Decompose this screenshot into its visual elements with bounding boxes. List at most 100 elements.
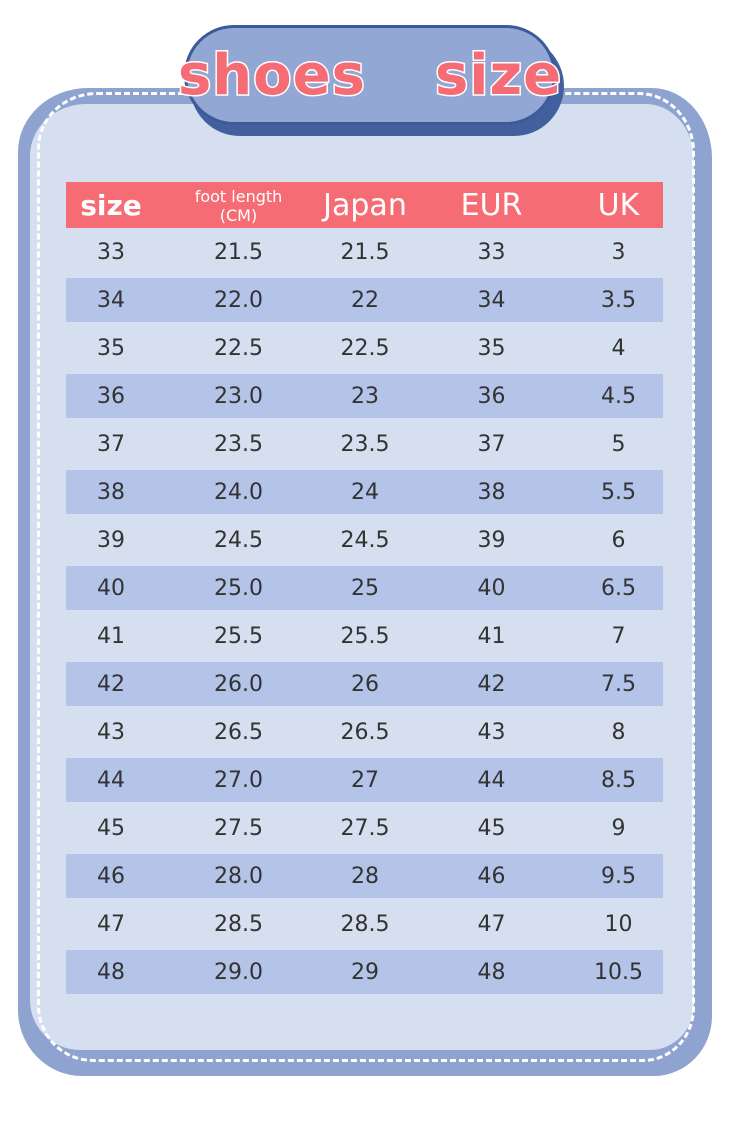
cell-foot-length: 28.5 xyxy=(214,911,263,937)
cell-eur: 48 xyxy=(477,959,506,985)
cell-uk: 6.5 xyxy=(601,575,636,601)
cell-foot-length: 25.5 xyxy=(214,623,263,649)
table-row: 34 22.0 22 34 3.5 xyxy=(66,278,663,322)
cell-foot-length: 29.0 xyxy=(214,959,263,985)
header-foot-length-label: foot length xyxy=(194,187,283,206)
cell-size: 48 xyxy=(97,959,125,985)
table-row: 35 22.5 22.5 35 4 xyxy=(66,324,663,372)
cell-foot-length: 24.5 xyxy=(214,527,263,553)
cell-eur: 33 xyxy=(477,239,506,265)
cell-foot-length: 23.0 xyxy=(214,383,263,409)
cell-eur: 38 xyxy=(477,479,506,505)
cell-size: 42 xyxy=(97,671,125,697)
cell-size: 40 xyxy=(97,575,125,601)
cell-foot-length: 24.0 xyxy=(214,479,263,505)
cell-foot-length: 21.5 xyxy=(214,239,263,265)
cell-uk: 7.5 xyxy=(601,671,636,697)
cell-uk: 5 xyxy=(611,431,626,457)
cell-size: 35 xyxy=(97,335,125,361)
cell-size: 39 xyxy=(97,527,125,553)
cell-japan: 25 xyxy=(351,575,379,601)
cell-uk: 10 xyxy=(604,911,633,937)
cell-foot-length: 27.0 xyxy=(214,767,263,793)
header-uk: UK xyxy=(597,187,640,223)
cell-eur: 36 xyxy=(477,383,506,409)
table-row: 45 27.5 27.5 45 9 xyxy=(66,804,663,852)
size-table: size foot length (CM) Japan EUR UK 33 21.… xyxy=(66,182,663,996)
page-title: shoes size xyxy=(176,41,563,109)
cell-foot-length: 26.0 xyxy=(214,671,263,697)
table-row: 33 21.5 21.5 33 3 xyxy=(66,228,663,276)
cell-size: 47 xyxy=(97,911,125,937)
cell-japan: 24 xyxy=(351,479,379,505)
table-row: 42 26.0 26 42 7.5 xyxy=(66,662,663,706)
cell-eur: 43 xyxy=(477,719,506,745)
cell-eur: 44 xyxy=(477,767,506,793)
cell-japan: 22 xyxy=(351,287,379,313)
cell-japan: 28.5 xyxy=(340,911,390,937)
cell-uk: 3 xyxy=(611,239,626,265)
cell-foot-length: 23.5 xyxy=(214,431,263,457)
header-japan: Japan xyxy=(323,187,407,223)
cell-foot-length: 25.0 xyxy=(214,575,263,601)
cell-uk: 3.5 xyxy=(601,287,636,313)
cell-eur: 37 xyxy=(477,431,506,457)
cell-eur: 40 xyxy=(477,575,506,601)
table-row: 43 26.5 26.5 43 8 xyxy=(66,708,663,756)
cell-foot-length: 27.5 xyxy=(214,815,263,841)
cell-foot-length: 26.5 xyxy=(214,719,263,745)
header-size: size xyxy=(80,188,142,222)
cell-eur: 42 xyxy=(477,671,506,697)
cell-uk: 9.5 xyxy=(601,863,636,889)
table-row: 44 27.0 27 44 8.5 xyxy=(66,758,663,802)
cell-japan: 27.5 xyxy=(340,815,390,841)
cell-japan: 24.5 xyxy=(340,527,390,553)
cell-eur: 41 xyxy=(477,623,506,649)
cell-japan: 27 xyxy=(351,767,379,793)
cell-foot-length: 28.0 xyxy=(214,863,263,889)
cell-size: 46 xyxy=(97,863,125,889)
cell-size: 41 xyxy=(97,623,125,649)
cell-japan: 21.5 xyxy=(340,239,390,265)
cell-size: 43 xyxy=(97,719,125,745)
cell-uk: 8 xyxy=(611,719,626,745)
cell-foot-length: 22.5 xyxy=(214,335,263,361)
cell-size: 45 xyxy=(97,815,125,841)
cell-eur: 45 xyxy=(477,815,506,841)
cell-uk: 9 xyxy=(611,815,626,841)
cell-eur: 46 xyxy=(477,863,506,889)
cell-japan: 23.5 xyxy=(340,431,390,457)
cell-eur: 47 xyxy=(477,911,506,937)
cell-japan: 28 xyxy=(351,863,379,889)
cell-size: 34 xyxy=(97,287,125,313)
table-row: 39 24.5 24.5 39 6 xyxy=(66,516,663,564)
cell-size: 38 xyxy=(97,479,125,505)
table-row: 47 28.5 28.5 47 10 xyxy=(66,900,663,948)
cell-foot-length: 22.0 xyxy=(214,287,263,313)
cell-size: 33 xyxy=(97,239,125,265)
table-row: 41 25.5 25.5 41 7 xyxy=(66,612,663,660)
table-row: 36 23.0 23 36 4.5 xyxy=(66,374,663,418)
cell-uk: 4.5 xyxy=(601,383,636,409)
header-foot-length: foot length (CM) xyxy=(156,185,321,225)
cell-uk: 7 xyxy=(611,623,626,649)
table-body: 33 21.5 21.5 33 3 34 22.0 22 34 3.5 35 22.5 22.5 35 4 3… xyxy=(66,228,663,994)
header-foot-length-unit: (CM) xyxy=(219,206,258,225)
cell-uk: 5.5 xyxy=(601,479,636,505)
table-row: 40 25.0 25 40 6.5 xyxy=(66,566,663,610)
cell-japan: 22.5 xyxy=(340,335,390,361)
cell-uk: 4 xyxy=(611,335,626,361)
cell-japan: 26.5 xyxy=(340,719,390,745)
cell-japan: 25.5 xyxy=(340,623,390,649)
cell-uk: 8.5 xyxy=(601,767,636,793)
cell-japan: 23 xyxy=(351,383,379,409)
header-eur: EUR xyxy=(460,187,523,223)
title-badge: shoes size xyxy=(176,25,563,125)
table-row: 46 28.0 28 46 9.5 xyxy=(66,854,663,898)
cell-japan: 26 xyxy=(351,671,379,697)
cell-size: 44 xyxy=(97,767,125,793)
table-row: 38 24.0 24 38 5.5 xyxy=(66,470,663,514)
cell-uk: 6 xyxy=(611,527,626,553)
table-row: 48 29.0 29 48 10.5 xyxy=(66,950,663,994)
table-header: size foot length (CM) Japan EUR UK xyxy=(66,182,663,228)
